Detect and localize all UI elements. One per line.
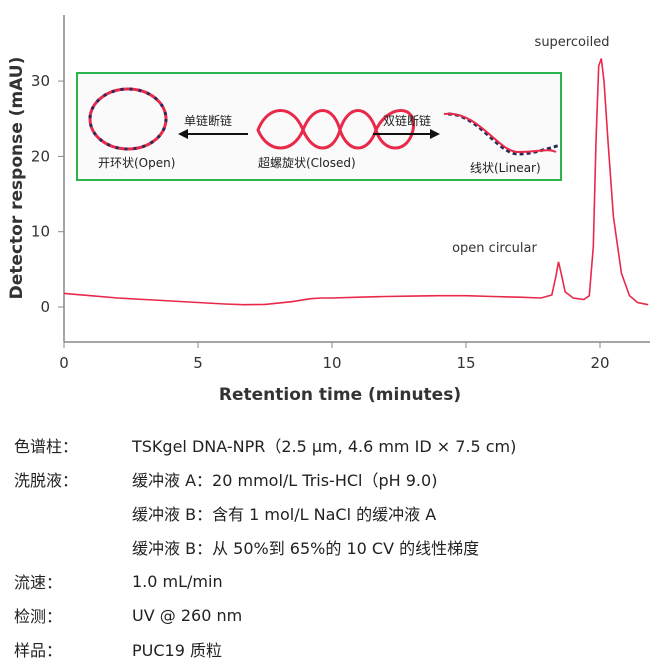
- y-tick-label: 10: [31, 223, 50, 241]
- condition-key: 样品：: [14, 641, 63, 660]
- condition-key: 色谱柱：: [14, 437, 79, 456]
- y-tick-label: 0: [40, 298, 50, 316]
- chromatogram-trace: [63, 58, 649, 306]
- condition-value: 缓冲液 B：从 50%到 65%的 10 CV 的线性梯度: [132, 539, 480, 558]
- condition-row: 缓冲液 B：从 50%到 65%的 10 CV 的线性梯度: [14, 530, 516, 564]
- condition-value: PUC19 质粒: [132, 641, 222, 660]
- linear-label: 线状(Linear): [470, 161, 541, 175]
- dna-illustration: [88, 87, 560, 156]
- chromatogram-chart: 0 10 20 30 0 5 10 15 20 Retention time (minutes) D…: [7, 15, 650, 405]
- x-tick-label: 10: [322, 354, 341, 372]
- y-axis-label: Detector response (mAU): [7, 57, 27, 300]
- condition-row: 检测： UV @ 260 nm: [14, 598, 516, 632]
- condition-value: UV @ 260 nm: [132, 605, 243, 625]
- x-tick-label: 20: [590, 354, 609, 372]
- dna-forms-inset: 单链断链 双链断链 开环状(Open) 超螺旋状(Closed) 线状(Line…: [76, 72, 562, 181]
- x-tick-label: 0: [59, 354, 69, 372]
- condition-row: 样品： PUC19 质粒: [14, 632, 516, 666]
- closed-label: 超螺旋状(Closed): [258, 156, 356, 170]
- condition-value: 缓冲液 A：20 mmol/L Tris-HCl（pH 9.0): [132, 471, 438, 490]
- supercoiled-dna-icon: [256, 109, 415, 150]
- condition-row: 缓冲液 B：含有 1 mol/L NaCl 的缓冲液 A: [14, 496, 516, 530]
- y-tick-label: 30: [31, 72, 50, 90]
- annotation-supercoiled: supercoiled: [535, 35, 610, 50]
- condition-row: 色谱柱： TSKgel DNA-NPR（2.5 μm, 4.6 mm ID × 7…: [14, 428, 516, 462]
- condition-key: 流速：: [14, 573, 63, 592]
- single-break-label: 单链断链: [184, 114, 233, 128]
- condition-value: TSKgel DNA-NPR（2.5 μm, 4.6 mm ID × 7.5 c…: [132, 437, 517, 456]
- condition-row: 洗脱液： 缓冲液 A：20 mmol/L Tris-HCl（pH 9.0): [14, 462, 516, 496]
- condition-value: 1.0 mL/min: [132, 571, 223, 591]
- double-break-label: 双链断链: [383, 114, 432, 128]
- x-tick-label: 15: [456, 354, 475, 372]
- condition-value: 缓冲液 B：含有 1 mol/L NaCl 的缓冲液 A: [132, 505, 437, 524]
- open-label: 开环状(Open): [98, 156, 176, 170]
- y-tick-label: 20: [31, 147, 50, 165]
- x-axis-label: Retention time (minutes): [219, 385, 461, 405]
- condition-row: 流速： 1.0 mL/min: [14, 564, 516, 598]
- x-tick-label: 5: [193, 354, 203, 372]
- condition-key: 检测：: [14, 607, 63, 626]
- annotation-open-circular: open circular: [452, 241, 537, 256]
- condition-key: 洗脱液：: [14, 471, 79, 490]
- conditions-list: 色谱柱： TSKgel DNA-NPR（2.5 μm, 4.6 mm ID × 7…: [14, 428, 516, 666]
- linear-dna-icon: [447, 112, 560, 156]
